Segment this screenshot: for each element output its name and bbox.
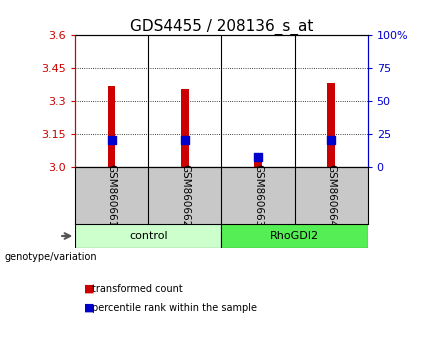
Text: ■: ■	[84, 284, 94, 293]
Bar	[181, 89, 188, 166]
Text: genotype/variation: genotype/variation	[4, 252, 97, 262]
Text: GSM860662: GSM860662	[180, 164, 190, 227]
Bar	[221, 224, 368, 248]
Point	[181, 137, 188, 143]
Text: ■: ■	[84, 303, 94, 313]
Text: transformed count: transformed count	[92, 284, 183, 293]
Point	[255, 154, 261, 160]
Point	[108, 137, 115, 143]
Bar	[328, 84, 335, 166]
Point	[328, 137, 335, 143]
Text: GSM860661: GSM860661	[107, 164, 117, 227]
Bar	[75, 224, 221, 248]
Bar	[254, 160, 261, 166]
Bar	[108, 86, 115, 166]
Text: percentile rank within the sample: percentile rank within the sample	[92, 303, 258, 313]
Text: RhoGDI2: RhoGDI2	[270, 231, 319, 241]
Text: GSM860663: GSM860663	[253, 164, 263, 227]
Text: GSM860664: GSM860664	[326, 164, 336, 227]
Text: control: control	[129, 231, 168, 241]
Title: GDS4455 / 208136_s_at: GDS4455 / 208136_s_at	[130, 19, 313, 35]
